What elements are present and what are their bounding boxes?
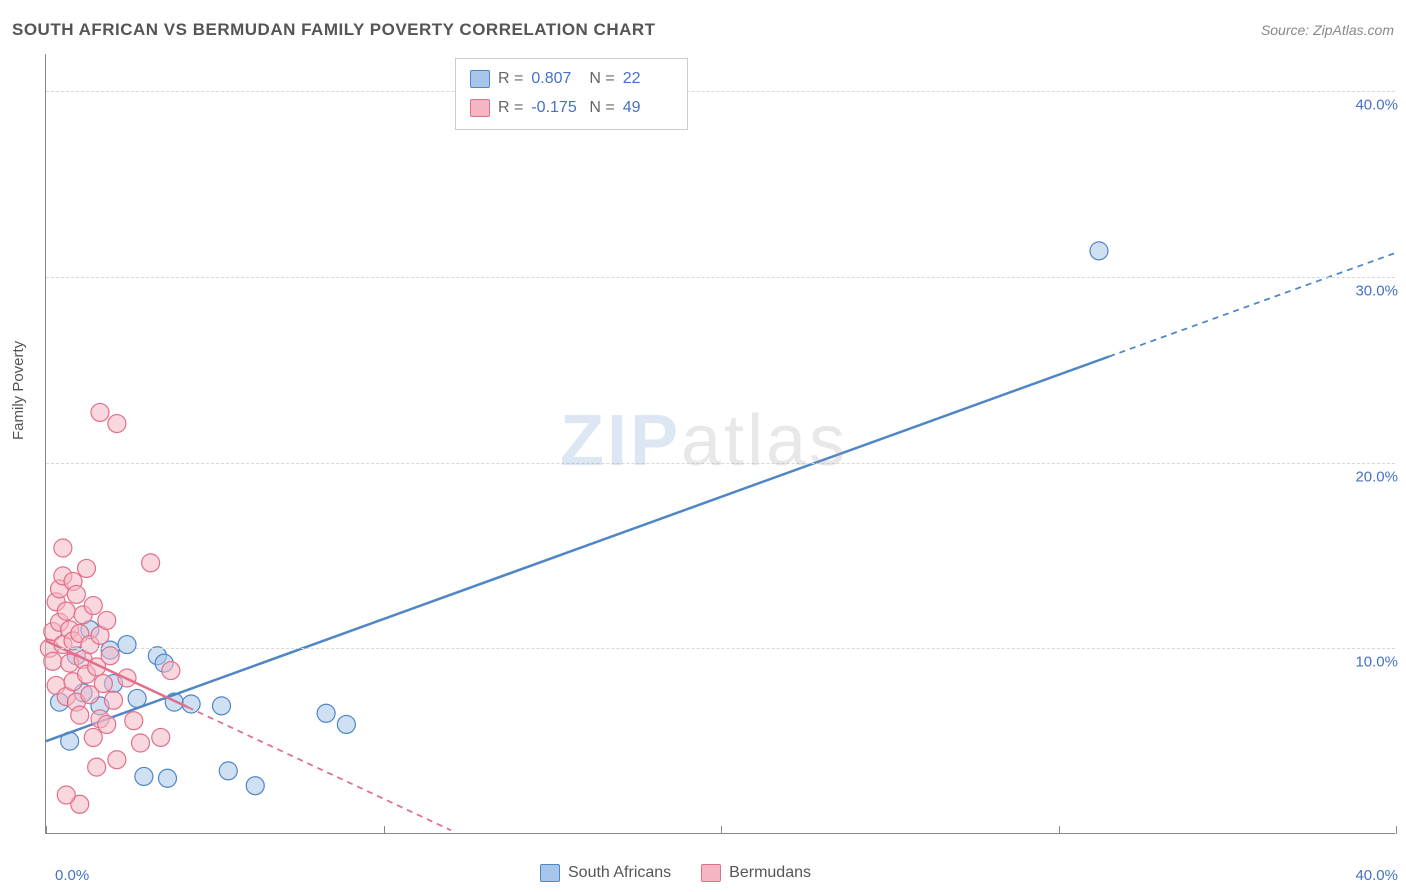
y-tick-label: 30.0%	[1355, 282, 1398, 299]
data-point	[54, 539, 72, 557]
series-legend: South Africans Bermudans	[540, 864, 811, 882]
data-point	[182, 695, 200, 713]
x-tick-mark	[46, 826, 47, 834]
stat-r-value: -0.175	[531, 94, 581, 123]
stat-n-value: 22	[623, 65, 673, 94]
stat-r-label: R =	[498, 94, 523, 123]
data-point	[317, 704, 335, 722]
y-tick-label: 10.0%	[1355, 654, 1398, 671]
grid-line	[46, 91, 1395, 92]
series-swatch	[470, 99, 490, 117]
data-point	[142, 554, 160, 572]
data-point	[125, 712, 143, 730]
data-point	[1090, 242, 1108, 260]
data-point	[57, 786, 75, 804]
data-point	[246, 777, 264, 795]
data-point	[152, 728, 170, 746]
grid-line	[46, 648, 1395, 649]
legend-swatch	[701, 864, 721, 882]
data-point	[162, 662, 180, 680]
source-label: Source: ZipAtlas.com	[1261, 22, 1394, 38]
data-point	[159, 769, 177, 787]
stat-r-value: 0.807	[531, 65, 581, 94]
data-point	[88, 758, 106, 776]
data-point	[108, 415, 126, 433]
data-point	[132, 734, 150, 752]
y-axis-label: Family Poverty	[10, 341, 27, 440]
stat-r-label: R =	[498, 65, 523, 94]
data-point	[105, 691, 123, 709]
data-point	[91, 403, 109, 421]
data-point	[67, 585, 85, 603]
data-point	[118, 636, 136, 654]
grid-line	[46, 463, 1395, 464]
chart-title: SOUTH AFRICAN VS BERMUDAN FAMILY POVERTY…	[12, 20, 656, 40]
chart-plot-area	[45, 54, 1395, 834]
stat-n-label: N =	[589, 65, 614, 94]
data-point	[219, 762, 237, 780]
data-point	[101, 647, 119, 665]
stat-n-value: 49	[623, 94, 673, 123]
y-tick-label: 20.0%	[1355, 468, 1398, 485]
trend-line	[46, 357, 1109, 742]
legend-label: Bermudans	[729, 864, 811, 882]
data-point	[337, 715, 355, 733]
stats-legend-box: R = 0.807 N = 22 R = -0.175 N = 49	[455, 58, 688, 130]
x-tick-mark	[1059, 826, 1060, 834]
data-point	[98, 611, 116, 629]
data-point	[213, 697, 231, 715]
data-point	[94, 675, 112, 693]
x-tick-min: 0.0%	[55, 867, 89, 884]
data-point	[44, 652, 62, 670]
data-point	[84, 597, 102, 615]
grid-line	[46, 277, 1395, 278]
x-tick-mark	[1396, 826, 1397, 834]
legend-item: Bermudans	[701, 864, 811, 882]
stats-row: R = 0.807 N = 22	[470, 65, 673, 94]
stat-n-label: N =	[589, 94, 614, 123]
data-point	[108, 751, 126, 769]
stats-row: R = -0.175 N = 49	[470, 94, 673, 123]
y-tick-label: 40.0%	[1355, 97, 1398, 114]
data-point	[84, 728, 102, 746]
data-point	[135, 767, 153, 785]
legend-item: South Africans	[540, 864, 671, 882]
x-tick-mark	[384, 826, 385, 834]
data-point	[78, 559, 96, 577]
legend-swatch	[540, 864, 560, 882]
trend-line-extrapolated	[1109, 253, 1396, 357]
data-point	[71, 706, 89, 724]
chart-svg	[46, 54, 1395, 833]
data-point	[57, 602, 75, 620]
data-point	[98, 715, 116, 733]
series-swatch	[470, 70, 490, 88]
x-tick-max: 40.0%	[1355, 867, 1398, 884]
x-tick-mark	[721, 826, 722, 834]
legend-label: South Africans	[568, 864, 671, 882]
